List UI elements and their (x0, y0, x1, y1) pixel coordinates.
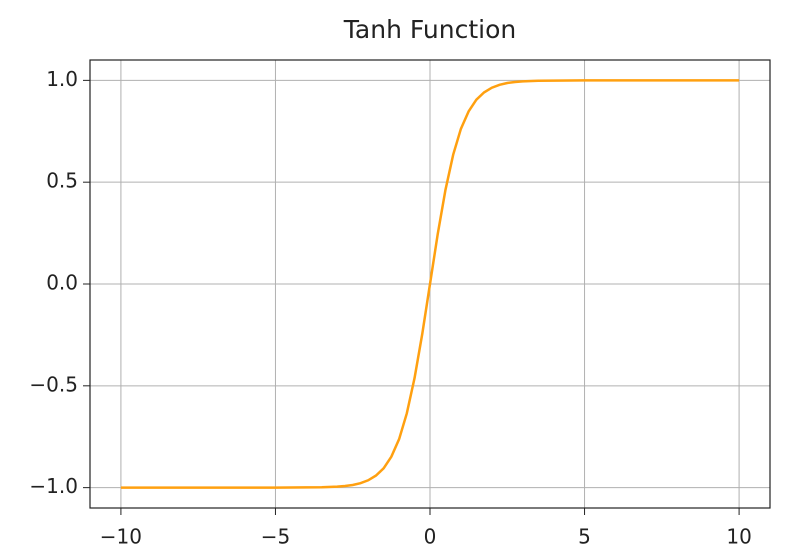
x-tick-label: −10 (100, 525, 142, 549)
x-tick-label: 10 (726, 525, 751, 549)
x-tick-label: 5 (578, 525, 591, 549)
line (120, 79, 740, 489)
y-tick-label: −1.0 (29, 474, 78, 498)
y-tick-label: −0.5 (29, 372, 78, 396)
x-tick-label: 0 (424, 525, 437, 549)
y-tick-label: 1.0 (46, 67, 78, 91)
y-tick-label: 0.5 (46, 169, 78, 193)
chart-title: Tanh Function (343, 15, 516, 44)
plot-frame (89, 59, 771, 509)
y-tick-label: 0.0 (46, 271, 78, 295)
x-tick-label: −5 (261, 525, 290, 549)
